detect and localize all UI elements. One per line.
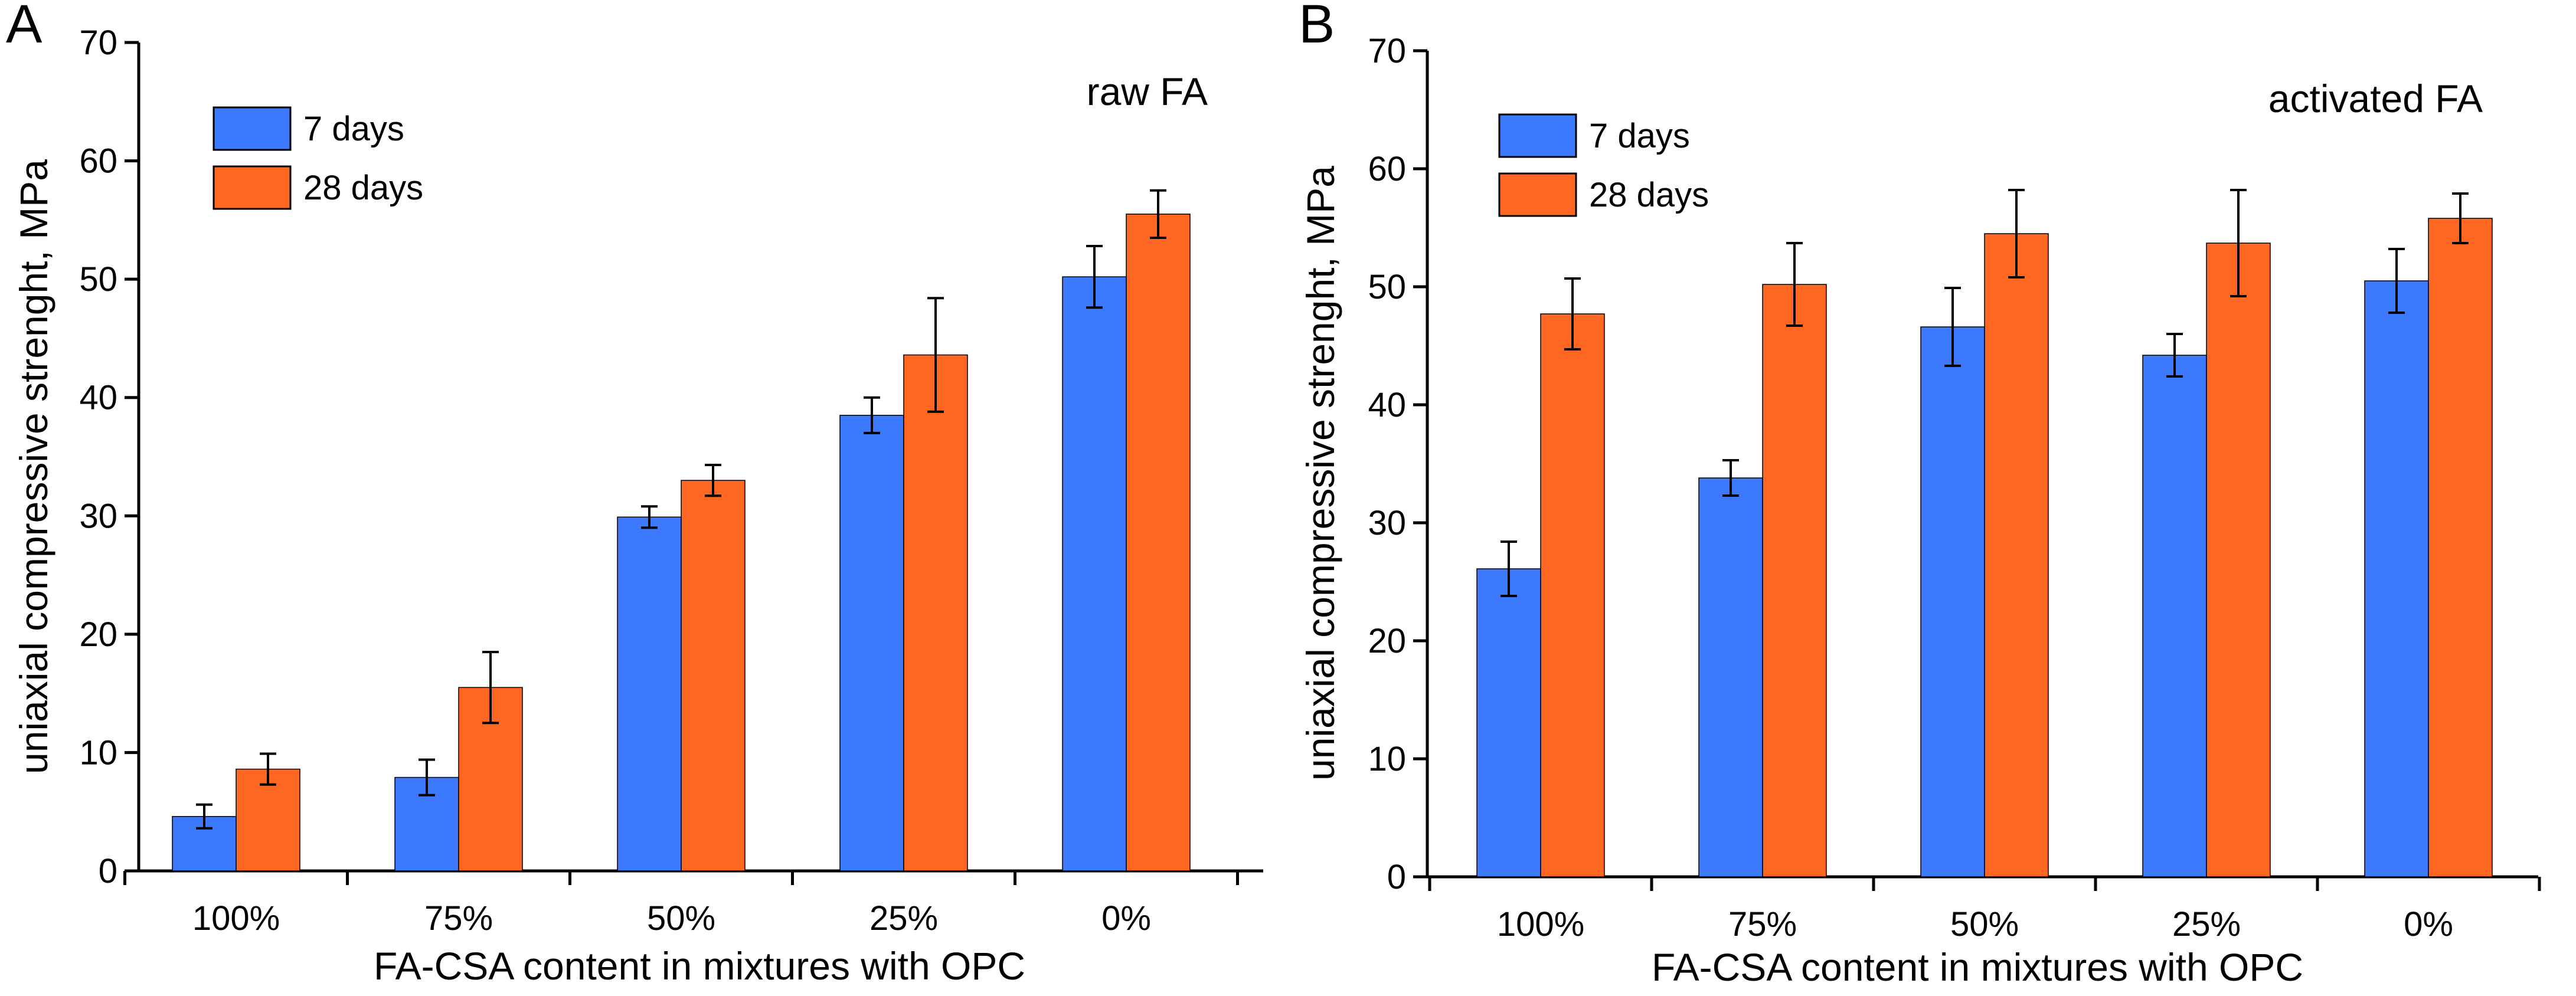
y-tick-label: 10 (1368, 740, 1406, 778)
y-tick-label: 40 (79, 379, 117, 417)
y-tick-label: 30 (1368, 504, 1406, 542)
legend-swatch (1498, 113, 1577, 158)
legend-label: 28 days (303, 169, 423, 207)
legend-label: 7 days (303, 110, 404, 148)
x-tick-label: 100% (1497, 905, 1584, 943)
legend-swatch (213, 106, 292, 151)
bar (172, 815, 237, 872)
legend-label: 28 days (1589, 176, 1709, 214)
panel-label: A (6, 0, 43, 54)
legend-swatch (213, 165, 292, 210)
bar (1062, 276, 1127, 872)
chart-annotation: activated FA (2268, 77, 2483, 120)
bar (2428, 218, 2493, 877)
bar (1984, 233, 2049, 877)
x-tick-label: 75% (424, 899, 493, 938)
x-tick-label: 0% (1101, 899, 1151, 938)
bar (2206, 243, 2271, 877)
y-tick-label: 0 (99, 852, 117, 890)
bar (236, 768, 300, 872)
bar (1476, 568, 1541, 877)
y-tick-label: 20 (79, 615, 117, 654)
y-tick-label: 70 (1368, 32, 1406, 70)
y-tick-label: 70 (79, 24, 117, 62)
x-tick-label: 25% (869, 899, 938, 938)
legend-label: 7 days (1589, 117, 1690, 155)
y-tick-label: 50 (1368, 268, 1406, 306)
y-tick-label: 60 (79, 142, 117, 181)
bar (1762, 284, 1827, 877)
bar (903, 354, 968, 872)
x-tick-label: 25% (2172, 905, 2241, 943)
legend-swatch (1498, 172, 1577, 217)
y-tick-label: 50 (79, 260, 117, 299)
panel-label: B (1299, 0, 1335, 54)
bar (1126, 214, 1191, 872)
bar (1920, 326, 1985, 877)
bar (617, 516, 682, 872)
chart-panel-b: B activated FA uniaxial compressive stre… (1299, 0, 2541, 989)
y-axis-title: uniaxial compressive strenght, MPa (1299, 166, 1342, 781)
y-axis-title: uniaxial compressive strenght, MPa (12, 159, 55, 774)
bar (2142, 355, 2207, 877)
x-axis-title: FA-CSA content in mixtures with OPC (374, 944, 1025, 988)
bar (1540, 313, 1605, 877)
chart-panel-a: A raw FA uniaxial compressive strenght, … (6, 0, 1263, 988)
y-tick-label: 10 (79, 733, 117, 772)
x-tick-label: 75% (1728, 905, 1797, 943)
y-tick-label: 0 (1387, 858, 1406, 896)
bar (681, 480, 746, 872)
x-axis-title: FA-CSA content in mixtures with OPC (1652, 945, 2303, 989)
bar (1698, 477, 1763, 877)
x-tick-label: 100% (192, 899, 280, 938)
y-tick-label: 60 (1368, 150, 1406, 188)
x-tick-label: 0% (2404, 905, 2453, 943)
y-tick-label: 30 (79, 497, 117, 535)
x-tick-label: 50% (647, 899, 715, 938)
x-tick-label: 50% (1950, 905, 2019, 943)
chart-annotation: raw FA (1087, 70, 1208, 113)
bar (2364, 280, 2429, 877)
bar (839, 415, 904, 872)
y-tick-label: 20 (1368, 622, 1406, 660)
y-tick-label: 40 (1368, 386, 1406, 424)
